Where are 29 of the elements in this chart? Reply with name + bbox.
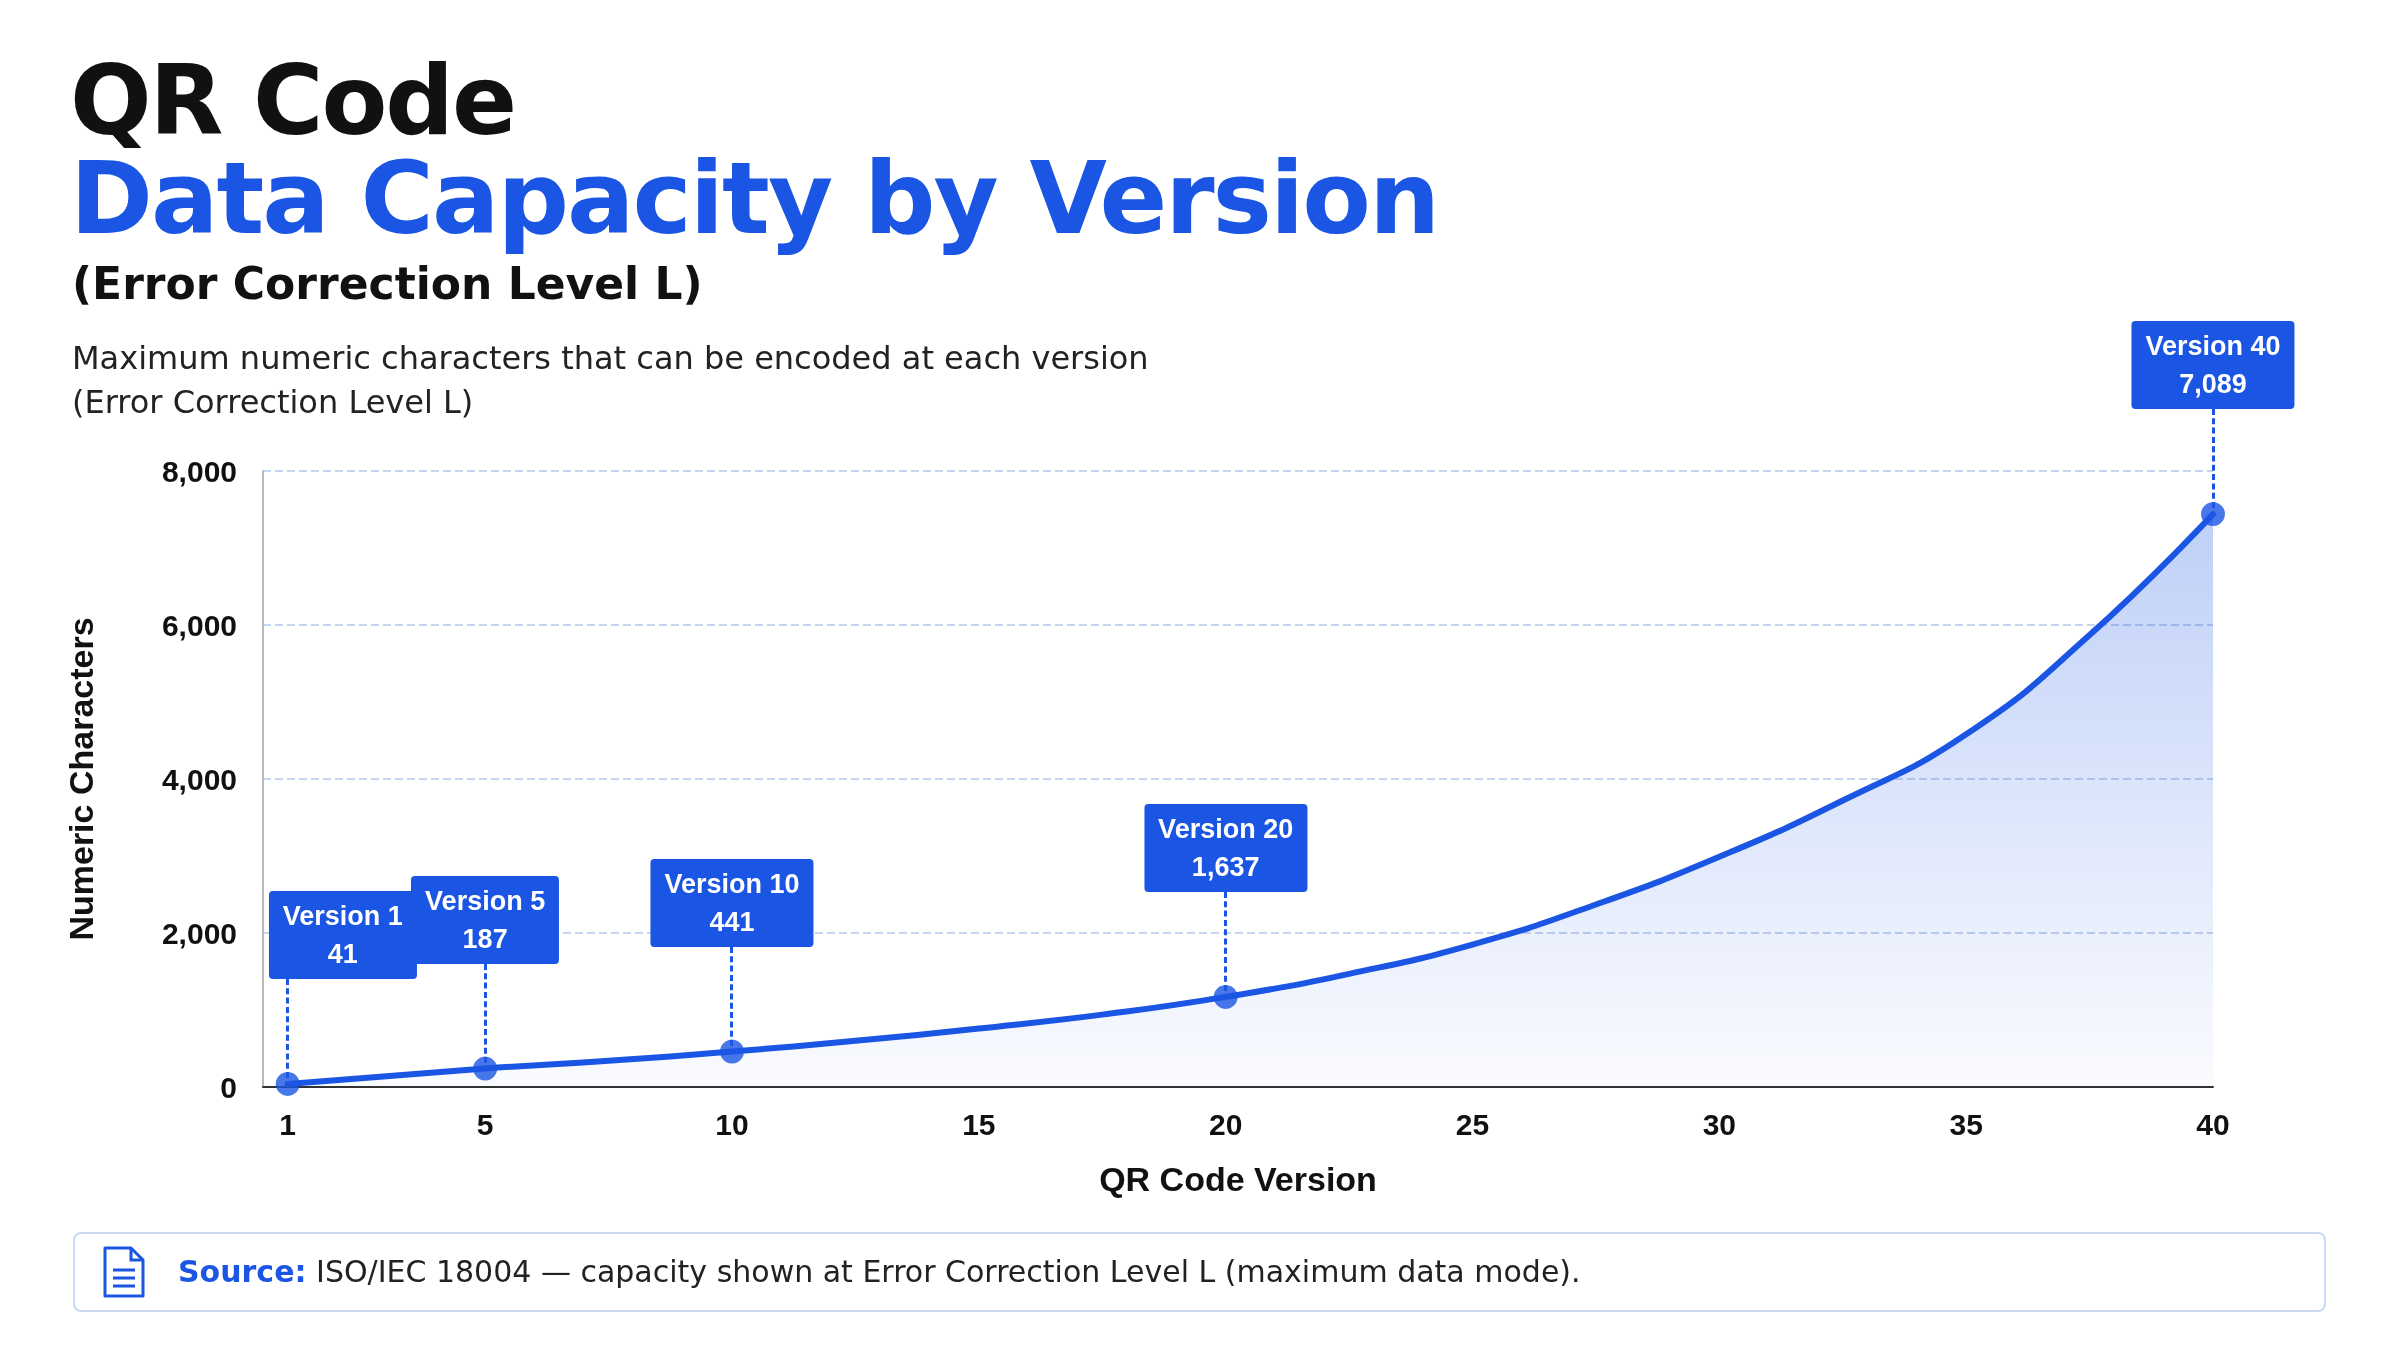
y-axis-title: Numeric Characters (62, 617, 100, 941)
text: Maximum numeric characters that can be encoded at each version (Error Correction Level L) (72, 338, 1149, 423)
y-tick-label: 6,000 (161, 608, 237, 642)
y-tick-label: 2,000 (161, 916, 237, 950)
x-tick-label: 25 (1455, 1107, 1490, 1141)
annotation: Version 20 1,637 (1144, 803, 1308, 892)
x-tick-label: 5 (476, 1107, 494, 1141)
point (473, 1056, 498, 1081)
x-tick-label: 1 (279, 1107, 297, 1141)
point (2201, 502, 2225, 527)
y-tick-label: 8,000 (161, 454, 237, 488)
x-tick-label: 40 (2196, 1107, 2230, 1141)
x-tick-label: 10 (715, 1107, 749, 1141)
point (275, 1071, 300, 1096)
point (1213, 984, 1238, 1009)
source-note: Source: ISO/IEC 18004 — capacity shown at Error Correction Level L (maximum data mode). (178, 1254, 1581, 1289)
annotation: Version 10 441 (650, 858, 814, 947)
annotation: Version 40 7,089 (2131, 321, 2295, 410)
x-tick-label: 35 (1949, 1107, 1983, 1141)
x-axis-title: QR Code Version (1099, 1160, 1377, 1198)
x-tick-label: 20 (1208, 1107, 1243, 1141)
annotation: Version 1 41 (268, 890, 417, 979)
text: (Error Correction Level L) (72, 258, 703, 309)
y-tick-label: 4,000 (161, 762, 237, 796)
x-tick-label: 30 (1702, 1107, 1737, 1141)
x-tick-label: 15 (962, 1107, 996, 1141)
annotation: Version 5 187 (411, 875, 560, 964)
point (720, 1039, 744, 1064)
y-tick-label: 0 (220, 1070, 237, 1104)
